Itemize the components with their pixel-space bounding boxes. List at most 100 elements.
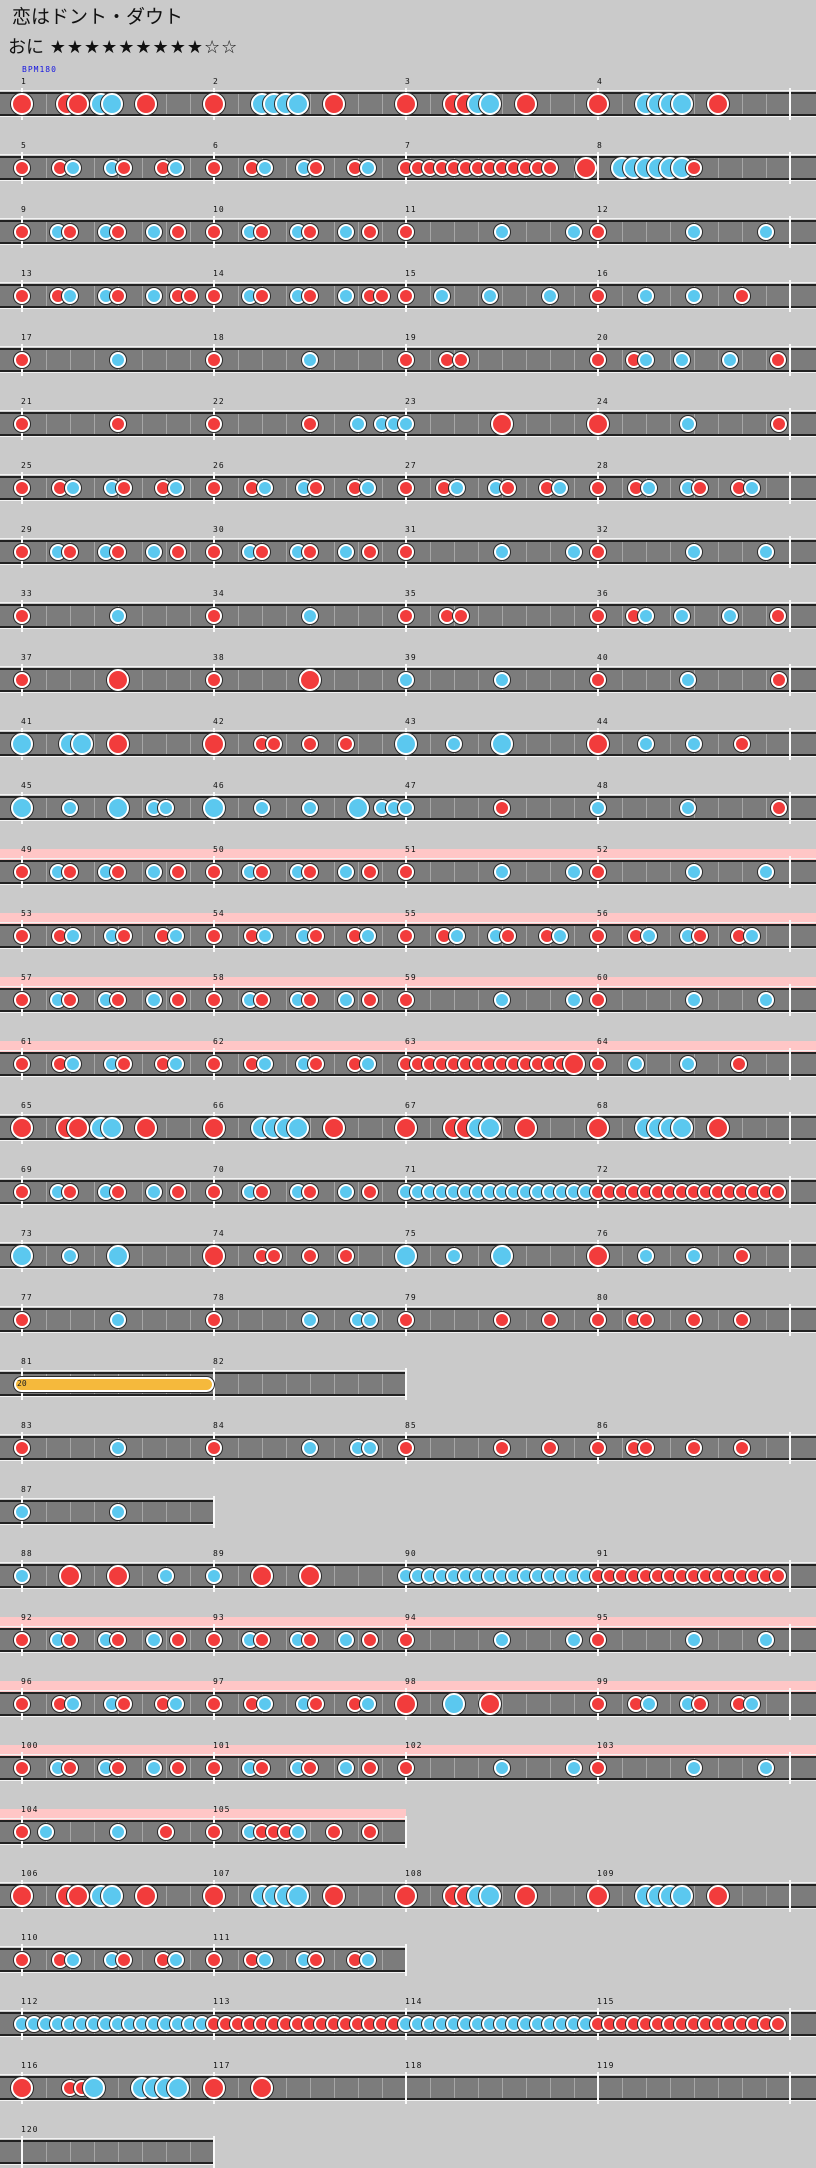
don-note [734, 288, 750, 304]
don-note [452, 608, 469, 624]
barline [597, 2072, 599, 2104]
beat-line [238, 350, 239, 370]
beat-line [742, 158, 743, 178]
beat-line [574, 734, 575, 754]
don-note [398, 928, 414, 944]
beat-line [382, 1310, 383, 1330]
big-ka-note [11, 797, 33, 819]
don-note [110, 864, 126, 880]
beat-line [454, 1310, 455, 1330]
beat-line [166, 222, 167, 242]
beat-line [190, 2142, 191, 2162]
beat-line [94, 1950, 95, 1970]
beat-line [166, 1182, 167, 1202]
beat-line [46, 1566, 47, 1586]
beat-line [718, 2078, 719, 2098]
measure-number: 48 [597, 781, 609, 790]
beat-line [70, 670, 71, 690]
beat-line [574, 926, 575, 946]
gogo-highlight [0, 1745, 816, 1759]
measure-row: 87 [0, 1472, 215, 1528]
beat-line [382, 734, 383, 754]
ka-note [359, 160, 376, 176]
beat-line [190, 734, 191, 754]
beat-line [262, 670, 263, 690]
measure-number: 5 [21, 141, 27, 150]
don-note [14, 672, 30, 688]
don-note [362, 992, 378, 1008]
ka-note [494, 1632, 510, 1648]
beat-line [766, 1438, 767, 1458]
beat-line [142, 1054, 143, 1074]
barline [789, 216, 791, 248]
don-note [398, 1760, 414, 1776]
barline [405, 1816, 407, 1848]
barline [789, 1240, 791, 1272]
beat-line [118, 2142, 119, 2162]
beat-line [142, 1758, 143, 1778]
measure-row: 112 113 114 115 [0, 1984, 816, 2040]
measure-number: 8 [597, 141, 603, 150]
measure-row: 65 66 67 68 [0, 1088, 816, 1144]
beat-line [430, 734, 431, 754]
don-note [638, 1440, 654, 1456]
measure-number: 34 [213, 589, 225, 598]
beat-line [310, 1374, 311, 1394]
lane-edge [0, 666, 816, 667]
don-note [170, 864, 186, 880]
big-ka-note [491, 733, 513, 755]
measure-number: 38 [213, 653, 225, 662]
beat-line [238, 1374, 239, 1394]
lane-edge [0, 858, 816, 859]
beat-line [166, 1310, 167, 1330]
beat-line [94, 1502, 95, 1522]
don-note [326, 1824, 342, 1840]
big-ka-note [347, 797, 369, 819]
beat-line [622, 1758, 623, 1778]
beat-line [766, 158, 767, 178]
beat-line [286, 222, 287, 242]
beat-line [478, 478, 479, 498]
don-note [206, 352, 222, 368]
don-note [254, 992, 270, 1008]
ka-note [674, 608, 690, 624]
don-note [590, 864, 606, 880]
measure-row: 92 93 94 95 [0, 1600, 816, 1656]
beat-line [766, 350, 767, 370]
barline [789, 1176, 791, 1208]
beat-line [358, 1182, 359, 1202]
don-note [14, 1184, 30, 1200]
beat-line [70, 606, 71, 626]
lane-edge [0, 2164, 214, 2165]
beat-line [334, 2078, 335, 2098]
don-note [14, 864, 30, 880]
beat-line [526, 734, 527, 754]
beat-line [238, 1950, 239, 1970]
beat-line [358, 670, 359, 690]
beat-line [526, 1246, 527, 1266]
lane-border-bottom [0, 1394, 406, 1396]
lane-edge [0, 1012, 816, 1013]
don-note [590, 1312, 606, 1328]
don-note [14, 1056, 30, 1072]
barline [213, 1368, 215, 1400]
beat-line [94, 1566, 95, 1586]
ka-note [146, 224, 162, 240]
lane-border-top [0, 412, 816, 414]
beat-line [334, 1310, 335, 1330]
beat-line [358, 862, 359, 882]
measure-number: 52 [597, 845, 609, 854]
measure-number: 46 [213, 781, 225, 790]
ka-note [167, 1056, 184, 1072]
lane-border-bottom [0, 626, 816, 628]
measure-number: 28 [597, 461, 609, 470]
beat-line [742, 1118, 743, 1138]
beat-line [46, 1950, 47, 1970]
beat-line [718, 158, 719, 178]
beat-line [166, 414, 167, 434]
beat-line [190, 1694, 191, 1714]
beat-line [190, 414, 191, 434]
big-don-note [251, 1565, 273, 1587]
beat-line [142, 414, 143, 434]
don-note [398, 1440, 414, 1456]
